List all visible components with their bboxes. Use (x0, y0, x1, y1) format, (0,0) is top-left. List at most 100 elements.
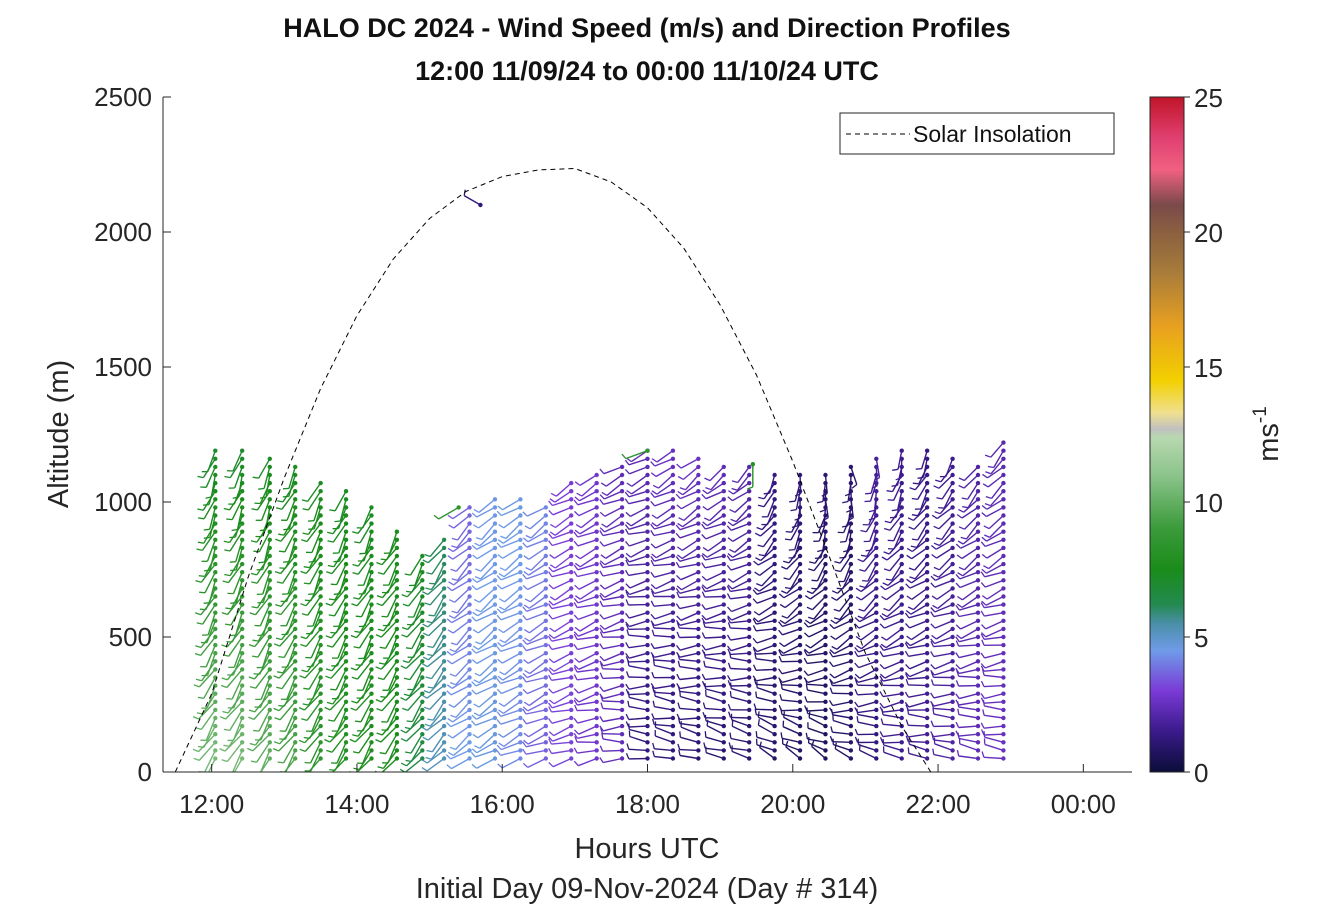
wind-barb (778, 649, 803, 657)
wind-barb (650, 651, 676, 658)
wind-barb (473, 699, 498, 717)
wind-barb (930, 720, 955, 729)
wind-barb (547, 642, 574, 651)
colorbar-label: ms-1 (1250, 406, 1285, 462)
x-tick-label: 18:00 (615, 789, 680, 819)
wind-barb (625, 599, 650, 607)
wind-barb (904, 691, 930, 698)
wind-barb (701, 489, 726, 500)
wind-barb (573, 666, 599, 673)
wind-barb (498, 699, 523, 714)
wind-barb (755, 545, 777, 562)
wind-barb (449, 586, 472, 603)
wind-barb (727, 570, 752, 583)
wind-barb (377, 553, 400, 575)
wind-barb (704, 731, 726, 745)
wind-barb (984, 489, 1006, 507)
wind-barb (358, 634, 374, 660)
wind-barb (327, 545, 349, 568)
wind-barb (422, 578, 447, 596)
wind-barb (599, 505, 625, 517)
wind-barb (522, 570, 549, 580)
wind-barb (251, 634, 272, 658)
wind-barb (247, 732, 272, 752)
wind-barb (729, 732, 752, 745)
wind-barb (401, 610, 425, 631)
wind-barb (496, 675, 523, 685)
wind-barb (280, 578, 298, 603)
wind-barb (428, 594, 447, 617)
wind-barb (352, 553, 374, 575)
wind-barb (427, 699, 447, 721)
wind-barb (325, 659, 349, 679)
wind-barb (400, 715, 425, 734)
wind-barb (600, 472, 625, 487)
wind-barb (779, 610, 803, 625)
wind-barb (930, 731, 955, 738)
wind-barb (497, 529, 523, 544)
wind-barb (446, 675, 472, 689)
wind-barb (402, 586, 425, 607)
wind-barb (223, 707, 245, 732)
wind-barb (200, 618, 218, 644)
wind-barb (222, 561, 245, 584)
wind-barb (930, 699, 955, 707)
wind-barb (277, 480, 298, 503)
wind-barb (757, 711, 777, 729)
wind-barb (779, 594, 803, 609)
wind-barb (778, 634, 803, 648)
wind-barb (879, 737, 904, 745)
wind-barb (306, 642, 323, 668)
wind-barb (863, 521, 879, 543)
wind-barb (677, 513, 701, 528)
wind-barb (599, 756, 625, 764)
wind-barb (282, 464, 298, 490)
wind-barb (726, 634, 752, 641)
wind-barb (354, 699, 374, 723)
wind-barb (703, 742, 726, 753)
wind-barb (599, 578, 625, 590)
wind-barb (811, 570, 828, 590)
wind-barb (956, 594, 981, 608)
wind-barb (727, 662, 752, 672)
wind-barb (778, 675, 803, 684)
wind-barb (421, 683, 447, 699)
wind-barb (753, 648, 777, 656)
wind-barb (331, 642, 349, 667)
wind-barb (376, 691, 400, 712)
wind-barb (854, 650, 879, 658)
wind-barb (651, 671, 676, 680)
wind-barb (497, 497, 523, 511)
wind-barb (731, 472, 752, 491)
wind-barb (727, 529, 752, 543)
wind-barb (980, 578, 1006, 588)
wind-barb (232, 472, 245, 499)
wind-barb (754, 708, 777, 721)
wind-barb (226, 497, 245, 521)
wind-barb (628, 730, 650, 745)
wind-barb (451, 529, 472, 549)
wind-barb (197, 675, 218, 699)
wind-barb (727, 513, 752, 527)
wind-barb (377, 659, 400, 681)
wind-barb (930, 659, 955, 670)
wind-barb (933, 472, 955, 489)
wind-barb (702, 513, 726, 527)
wind-barb (701, 649, 726, 656)
wind-barb (701, 602, 726, 611)
wind-barb (302, 489, 323, 511)
wind-barb (904, 699, 930, 708)
wind-barb (433, 505, 461, 520)
wind-barb (828, 659, 854, 668)
wind-barb (856, 716, 879, 729)
wind-barb (778, 642, 803, 655)
wind-barb (803, 649, 828, 657)
wind-barb (650, 600, 676, 607)
wind-barb (229, 537, 245, 563)
wind-barb (256, 570, 272, 596)
wind-barb (753, 678, 777, 688)
wind-barb (451, 594, 472, 614)
colorbar-tick-label: 20 (1194, 218, 1223, 248)
wind-barb (625, 569, 650, 577)
wind-barb (548, 756, 574, 768)
